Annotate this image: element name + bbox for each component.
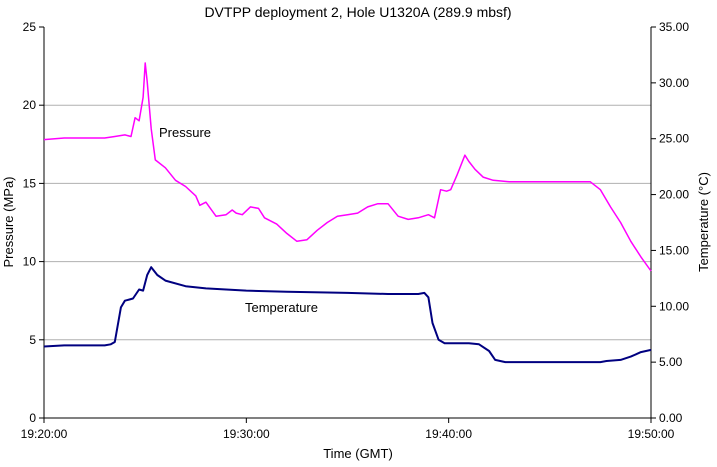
chart-title: DVTPP deployment 2, Hole U1320A (289.9 m… [204, 4, 511, 20]
left-tick-label: 0 [29, 411, 36, 425]
right-tick-label: 10.00 [659, 299, 689, 313]
right-axis-title: Temperature (°C) [696, 172, 711, 272]
temperature-series-label: Temperature [245, 300, 318, 315]
right-tick-label: 30.00 [659, 76, 689, 90]
x-axis-title: Time (GMT) [323, 446, 393, 461]
x-tick-label: 19:20:00 [21, 427, 68, 441]
pressure-series-label: Pressure [159, 125, 211, 140]
gridlines [44, 104, 651, 341]
pressure-series-line [43, 62, 652, 272]
left-tick-label: 15 [23, 176, 37, 190]
right-tick-label: 35.00 [659, 20, 689, 34]
left-tick-label: 25 [23, 20, 37, 34]
x-tick-label: 19:50:00 [628, 427, 675, 441]
series-lines [43, 62, 652, 364]
right-tick-label: 0.00 [659, 411, 683, 425]
left-tick-label: 5 [29, 333, 36, 347]
right-tick-label: 5.00 [659, 355, 683, 369]
left-tick-label: 10 [23, 255, 37, 269]
axes [39, 26, 656, 423]
right-tick-label: 25.00 [659, 132, 689, 146]
x-tick-label: 19:40:00 [425, 427, 472, 441]
temperature-series-line [43, 266, 652, 364]
left-tick-label: 20 [23, 98, 37, 112]
left-axis-title: Pressure (MPa) [1, 176, 16, 267]
tick-labels: 0 5 10 15 20 25 0.00 5.00 10.00 15.00 20.00 25.00 30… [21, 20, 690, 441]
right-tick-label: 20.00 [659, 188, 689, 202]
x-tick-label: 19:30:00 [223, 427, 270, 441]
right-tick-label: 15.00 [659, 243, 689, 257]
